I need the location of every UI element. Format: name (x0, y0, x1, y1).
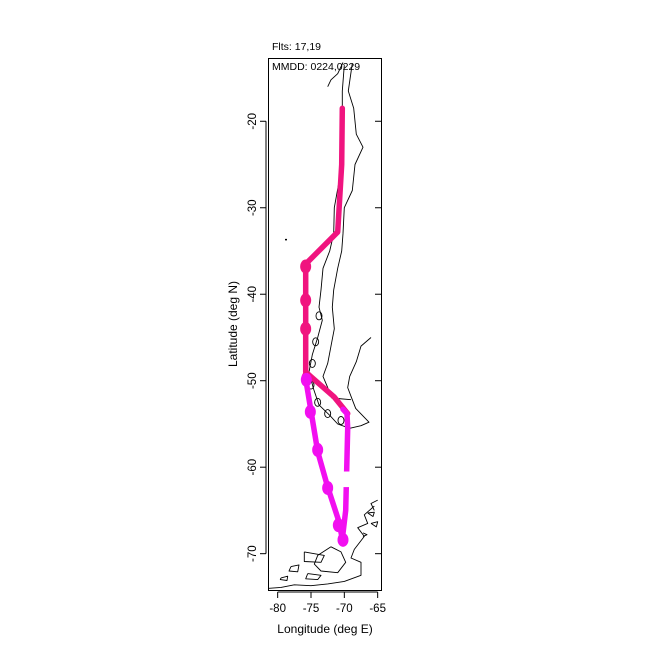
coastline-segment (279, 575, 289, 581)
coastline-segment (370, 499, 378, 511)
track-marker (300, 321, 312, 336)
x-axis-title: Longitude (deg E) (277, 622, 372, 636)
island (314, 397, 322, 407)
track-marker (332, 518, 344, 533)
y-tick-label: -50 (247, 372, 259, 389)
track-marker (337, 532, 349, 547)
x-tick-label: -75 (303, 603, 320, 615)
dates-label: MMDD: 0224,0229 (272, 61, 360, 73)
coastline (268, 62, 379, 589)
island (285, 238, 287, 241)
track-marker (300, 259, 312, 274)
y-tick-label: -60 (247, 459, 259, 476)
coastline-segment (370, 521, 379, 528)
y-tick-label: -30 (247, 199, 259, 216)
x-tick-label: -65 (369, 603, 386, 615)
flight-tracks (300, 105, 351, 547)
island (315, 311, 323, 321)
coastline-segment (362, 532, 368, 537)
island (337, 416, 345, 425)
coastline-segment (313, 546, 347, 574)
x-axis: -80 -75 -70 -65 (269, 591, 386, 615)
track-marker (300, 372, 312, 387)
coastline-segment (367, 511, 375, 517)
coastline-segment (305, 573, 322, 581)
y-axis-title: Latitude (deg N) (226, 281, 240, 367)
island (312, 337, 320, 347)
track-marker (312, 442, 324, 457)
x-tick-label: -80 (269, 603, 286, 615)
island (308, 358, 316, 368)
flights-label: Flts: 17,19 (272, 41, 321, 53)
island (324, 409, 332, 419)
y-tick-label: -70 (247, 545, 259, 562)
coastline-segment (327, 62, 344, 87)
track-marker (322, 480, 334, 495)
track-marker (304, 404, 316, 419)
coastline-segment (268, 505, 375, 589)
coastline-segment (322, 63, 364, 401)
y-tick-label: -20 (247, 113, 259, 130)
y-tick-label: -40 (247, 286, 259, 303)
x-tick-label: -70 (336, 603, 353, 615)
track-marker (300, 293, 312, 308)
plot-frame (268, 58, 382, 591)
coastline-segment (288, 564, 300, 573)
coastline-segment (303, 551, 325, 563)
y-axis: -20 -30 -40 -50 -60 -70 (247, 113, 381, 562)
